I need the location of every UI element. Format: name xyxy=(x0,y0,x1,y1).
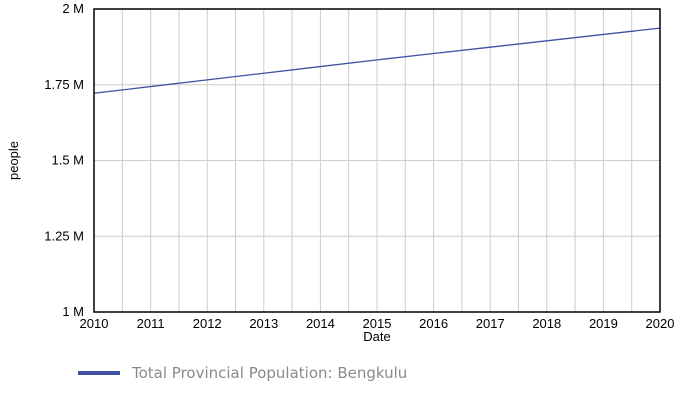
x-tick-label: 2017 xyxy=(476,316,505,331)
y-axis-title: people xyxy=(6,141,21,180)
x-tick-label: 2014 xyxy=(306,316,335,331)
x-tick-label: 2018 xyxy=(532,316,561,331)
legend-label: Total Provincial Population: Bengkulu xyxy=(132,364,408,382)
x-axis-tick-labels: 2010 2011 2012 2013 2014 2015 2016 2017 2018 2019… xyxy=(80,316,675,331)
series-line xyxy=(93,27,661,94)
x-tick-label: 2013 xyxy=(249,316,278,331)
series-layer xyxy=(93,27,661,94)
y-tick-label: 1.75 M xyxy=(44,77,84,92)
x-tick-label: 2010 xyxy=(80,316,109,331)
plot-frame xyxy=(93,8,661,313)
grid-lines xyxy=(94,9,660,312)
x-tick-label: 2019 xyxy=(589,316,618,331)
legend: Total Provincial Population: Bengkulu xyxy=(78,362,407,384)
x-tick-label: 2015 xyxy=(363,316,392,331)
x-axis-title: Date xyxy=(363,329,390,344)
legend-swatch xyxy=(78,371,120,375)
y-tick-label: 1.25 M xyxy=(44,228,84,243)
y-tick-label: 2 M xyxy=(62,1,84,16)
x-tick-label: 2012 xyxy=(193,316,222,331)
y-tick-label: 1.5 M xyxy=(51,153,84,168)
x-tick-label: 2020 xyxy=(646,316,675,331)
y-axis-tick-labels: 1 M 1.25 M 1.5 M 1.75 M 2 M xyxy=(44,1,84,319)
y-tick-label: 1 M xyxy=(62,304,84,319)
x-tick-label: 2011 xyxy=(137,316,165,331)
x-tick-label: 2016 xyxy=(419,316,448,331)
